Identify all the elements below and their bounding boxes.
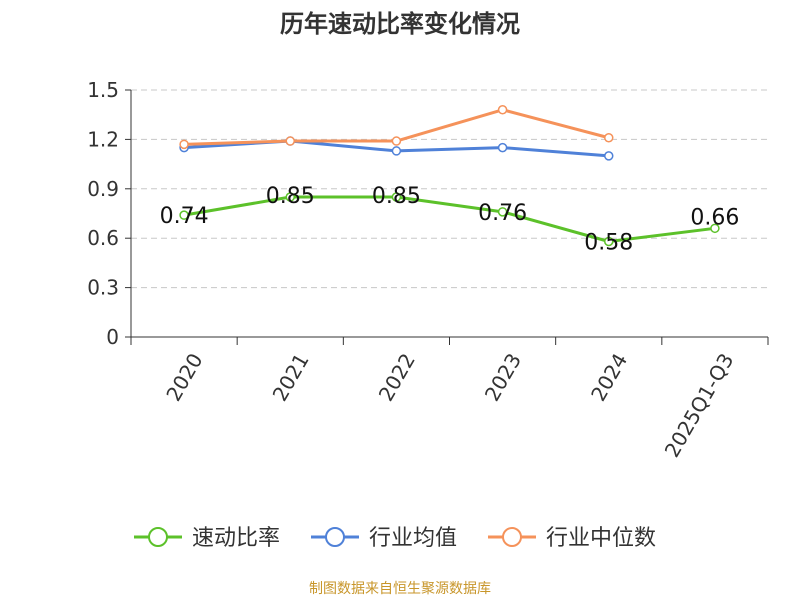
data-point[interactable] (179, 210, 189, 220)
data-point[interactable] (179, 139, 189, 150)
data-point[interactable] (391, 136, 402, 146)
legend-item[interactable]: 速动比率 (134, 526, 280, 551)
data-point[interactable] (285, 136, 295, 146)
data-labels: 0.74 0.85 0.85 0.76 0.58 0.66 (160, 184, 740, 255)
x-tick-label: 2021 (268, 349, 314, 405)
data-point[interactable] (497, 105, 508, 115)
data-label: 0.66 (690, 205, 739, 230)
y-tick-label: 1.5 (87, 78, 119, 102)
legend-label: 行业均值 (369, 526, 457, 551)
data-point[interactable] (391, 192, 402, 202)
y-tick-label: 1.2 (87, 127, 119, 151)
x-tick-label: 2023 (480, 349, 526, 405)
chart-title: 历年速动比率变化情况 (280, 10, 520, 38)
series-group (179, 105, 720, 247)
axes: 0 0.3 0.6 0.9 1.2 1.5 2020 2021 2022 2023 2024 2025… (87, 78, 769, 461)
y-tick-label: 0 (106, 325, 119, 349)
data-label: 0.76 (478, 201, 527, 226)
legend-marker-icon (502, 527, 522, 547)
data-point[interactable] (497, 142, 508, 153)
data-point[interactable] (604, 151, 614, 161)
x-tick-label: 2025Q1-Q3 (660, 349, 739, 461)
legend-marker-icon (325, 527, 345, 547)
series-line (183, 195, 716, 243)
legend-label: 行业中位数 (546, 526, 656, 551)
x-tick-label: 2020 (161, 349, 207, 405)
data-point[interactable] (604, 133, 614, 143)
data-label: 0.85 (266, 184, 315, 209)
data-label: 0.85 (372, 184, 421, 209)
data-point[interactable] (604, 236, 614, 247)
legend[interactable]: 速动比率 行业均值 行业中位数 (134, 526, 656, 551)
data-label: 0.58 (584, 230, 633, 255)
x-tick-label: 2024 (586, 349, 632, 405)
grid-lines (131, 89, 768, 289)
data-point[interactable] (285, 192, 295, 202)
y-tick-label: 0.3 (87, 276, 119, 300)
data-point[interactable] (497, 207, 508, 217)
legend-item[interactable]: 行业均值 (311, 526, 457, 551)
y-tick-label: 0.9 (87, 177, 119, 201)
legend-marker-icon (148, 527, 168, 547)
data-source-note: 制图数据来自恒生聚源数据库 (309, 581, 491, 597)
y-tick-label: 0.6 (87, 226, 119, 250)
x-tick-label: 2022 (374, 349, 420, 405)
legend-label: 速动比率 (192, 526, 280, 551)
data-point[interactable] (710, 223, 720, 234)
legend-item[interactable]: 行业中位数 (488, 526, 656, 551)
data-label: 0.74 (160, 204, 209, 229)
data-point[interactable] (391, 146, 402, 156)
